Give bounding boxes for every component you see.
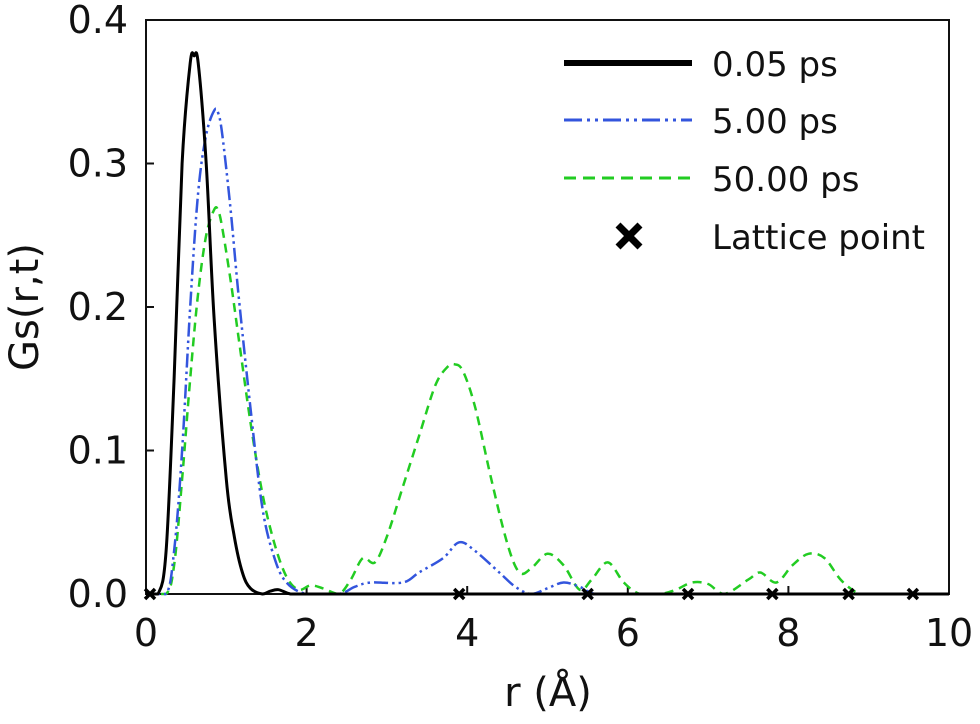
legend-label-1: 5.00 ps bbox=[712, 102, 838, 142]
series-line-0 bbox=[146, 51, 949, 596]
axis-ticks: 0 2 4 6 8 10 0.0 0.1 0.2 0.3 0.4 bbox=[68, 0, 974, 655]
lattice-point-marker bbox=[452, 587, 466, 601]
lattice-point-marker bbox=[681, 587, 695, 601]
x-tick-label: 10 bbox=[925, 611, 973, 655]
lattice-point-marker bbox=[842, 587, 855, 601]
x-tick-label: 0 bbox=[134, 611, 158, 655]
legend-label-0: 0.05 ps bbox=[712, 45, 838, 85]
legend-x-marker bbox=[615, 222, 643, 250]
y-tick-label: 0.4 bbox=[68, 0, 128, 42]
y-tick-label: 0.2 bbox=[68, 285, 128, 329]
x-tick-label: 8 bbox=[776, 611, 800, 655]
lattice-point-marker bbox=[581, 587, 594, 601]
legend-label-3: Lattice point bbox=[712, 218, 925, 258]
y-tick-label: 0.0 bbox=[68, 572, 128, 616]
lattice-point-marker bbox=[143, 587, 157, 601]
legend: 0.05 ps 5.00 ps 50.00 ps Lattice point bbox=[564, 45, 925, 258]
x-axis-title: r (Å) bbox=[504, 668, 592, 716]
x-tick-label: 4 bbox=[455, 611, 479, 655]
series-layer bbox=[146, 51, 949, 596]
x-tick-label: 6 bbox=[616, 611, 640, 655]
x-tick-label: 2 bbox=[295, 611, 319, 655]
lattice-point-marker bbox=[906, 587, 920, 601]
y-tick-label: 0.3 bbox=[68, 142, 128, 186]
y-axis-title: Gs(r,t) bbox=[2, 243, 48, 371]
y-tick-label: 0.1 bbox=[68, 429, 128, 473]
legend-label-2: 50.00 ps bbox=[712, 160, 859, 200]
series-line-2 bbox=[146, 206, 949, 596]
lattice-markers bbox=[143, 587, 920, 601]
lattice-point-marker bbox=[766, 587, 779, 601]
